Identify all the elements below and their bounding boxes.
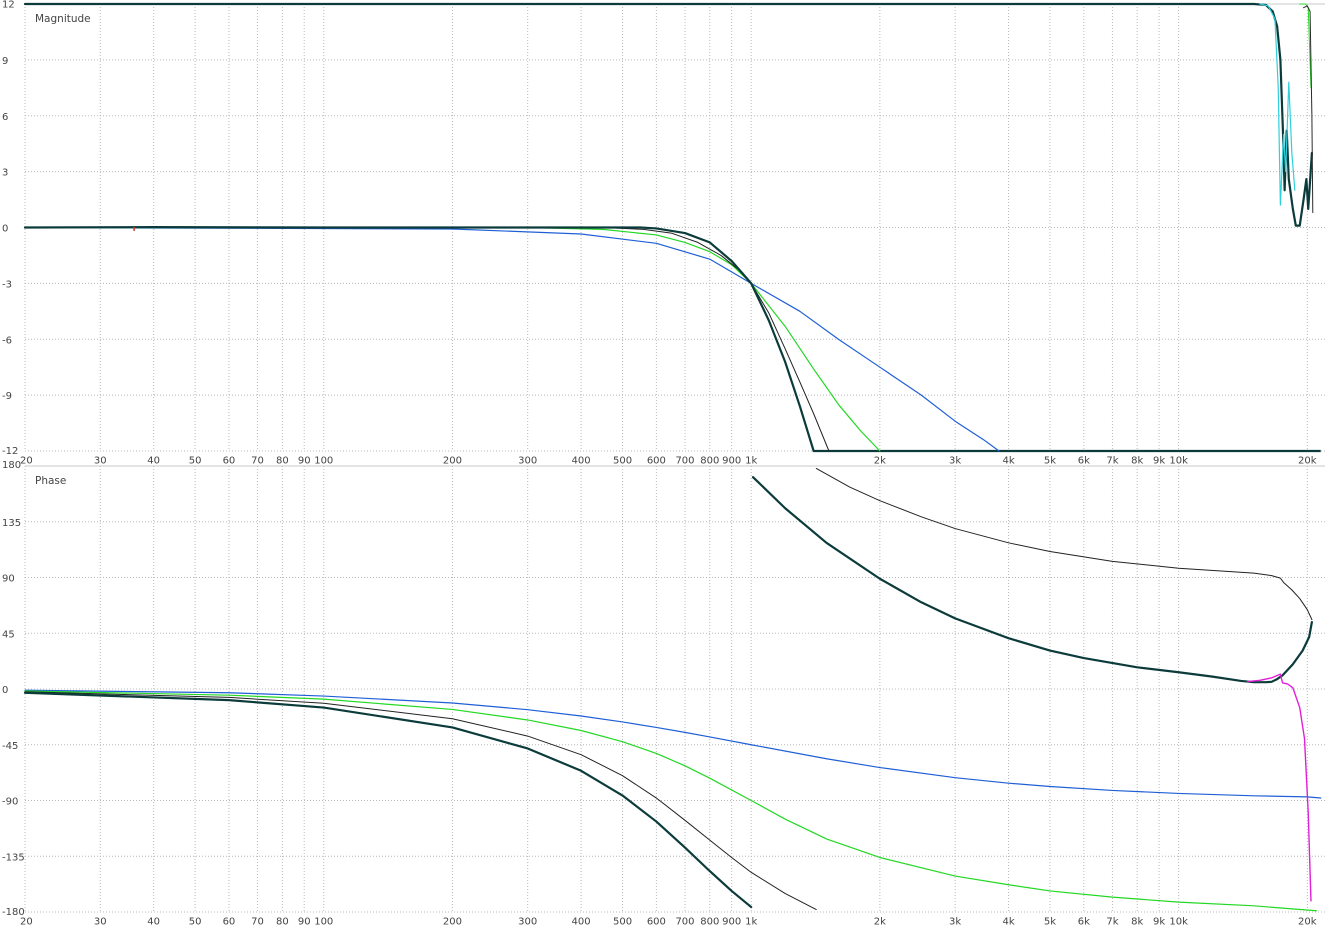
phase-x-tick-label: 20k <box>1298 917 1317 928</box>
magnitude-x-tick-label: 7k <box>1106 456 1118 467</box>
phase-x-tick-label: 3k <box>949 917 961 928</box>
magnitude-x-tick-label: 3k <box>949 456 961 467</box>
phase-series-line-2 <box>24 690 1317 912</box>
phase-x-tick-label: 10k <box>1169 917 1188 928</box>
phase-x-tick-label: 400 <box>572 917 591 928</box>
magnitude-x-tick-label: 800 <box>700 456 719 467</box>
magnitude-x-tick-label: 300 <box>518 456 537 467</box>
magnitude-x-tick-label: 10k <box>1169 456 1188 467</box>
phase-y-tick-label: 90 <box>2 574 15 585</box>
phase-x-tick-label: 4k <box>1002 917 1014 928</box>
phase-y-tick-label: -90 <box>2 797 18 808</box>
magnitude-x-tick-label: 1k <box>745 456 757 467</box>
magnitude-x-tick-label: 30 <box>94 456 107 467</box>
phase-y-tick-label: 180 <box>2 460 21 471</box>
magnitude-y-tick-label: -9 <box>2 391 12 402</box>
phase-x-tick-label: 500 <box>613 917 632 928</box>
magnitude-panel: 20 30 40 50 60 70 80 90 100 200 300 400 500 600 700 800… <box>2 0 1325 467</box>
phase-y-tick-label: 135 <box>2 518 21 529</box>
magnitude-x-tick-label: 500 <box>613 456 632 467</box>
magnitude-x-tick-label: 20k <box>1298 456 1317 467</box>
phase-series-line-7 <box>1246 673 1312 902</box>
phase-x-tick-label: 600 <box>647 917 666 928</box>
magnitude-series-line-2 <box>24 226 881 452</box>
phase-x-tick-label: 50 <box>189 917 202 928</box>
magnitude-y-tick-label: -12 <box>2 446 18 457</box>
phase-series-line-6 <box>751 476 1313 684</box>
phase-y-tick-label: 0 <box>2 685 8 696</box>
magnitude-series-line-6 <box>1259 3 1296 206</box>
phase-title: Phase <box>35 475 66 487</box>
phase-x-tick-label: 8k <box>1131 917 1143 928</box>
magnitude-x-tick-label: 100 <box>314 456 333 467</box>
phase-x-tick-label: 30 <box>94 917 107 928</box>
phase-x-tick-label: 7k <box>1106 917 1118 928</box>
magnitude-x-tick-label: 900 <box>722 456 741 467</box>
phase-panel: 20 30 40 50 60 70 80 90 100 200 300 400 500 600 700 800… <box>2 460 1325 928</box>
magnitude-x-tick-label: 20 <box>20 456 33 467</box>
phase-y-tick-label: -45 <box>2 741 18 752</box>
magnitude-x-tick-label: 9k <box>1153 456 1165 467</box>
phase-x-tick-label: 200 <box>443 917 462 928</box>
magnitude-series-line-4 <box>23 226 815 453</box>
phase-x-tick-label: 20 <box>20 917 33 928</box>
phase-x-tick-label: 300 <box>518 917 537 928</box>
magnitude-x-tick-label: 8k <box>1131 456 1143 467</box>
magnitude-y-tick-label: -6 <box>2 335 12 346</box>
phase-x-tick-label: 40 <box>147 917 160 928</box>
phase-y-tick-label: -180 <box>2 907 25 918</box>
magnitude-series-line-8 <box>1303 5 1314 214</box>
magnitude-title: Magnitude <box>35 13 91 25</box>
magnitude-y-tick-label: 0 <box>2 224 8 235</box>
phase-x-tick-label: 70 <box>251 917 264 928</box>
phase-series-line-4 <box>23 691 753 909</box>
phase-x-tick-label: 6k <box>1078 917 1090 928</box>
magnitude-x-tick-label: 400 <box>572 456 591 467</box>
magnitude-x-tick-label: 40 <box>147 456 160 467</box>
magnitude-x-tick-label: 50 <box>189 456 202 467</box>
magnitude-y-tick-label: -3 <box>2 279 12 290</box>
magnitude-x-tick-label: 600 <box>647 456 666 467</box>
magnitude-x-tick-label: 700 <box>675 456 694 467</box>
magnitude-x-tick-label: 80 <box>276 456 289 467</box>
magnitude-x-tick-label: 90 <box>298 456 311 467</box>
magnitude-y-tick-label: 6 <box>2 112 8 123</box>
magnitude-x-tick-label: 2k <box>874 456 886 467</box>
phase-x-tick-label: 9k <box>1153 917 1165 928</box>
magnitude-y-tick-label: 9 <box>2 56 8 67</box>
magnitude-x-tick-label: 60 <box>223 456 236 467</box>
magnitude-series-line-1 <box>24 226 1000 452</box>
magnitude-x-tick-label: 70 <box>251 456 264 467</box>
phase-y-tick-label: -135 <box>2 852 25 863</box>
phase-series-line-5 <box>815 467 1313 621</box>
phase-x-tick-label: 100 <box>314 917 333 928</box>
phase-x-tick-label: 5k <box>1044 917 1056 928</box>
phase-x-tick-label: 800 <box>700 917 719 928</box>
phase-series-line-3 <box>24 691 817 911</box>
phase-x-tick-label: 2k <box>874 917 886 928</box>
magnitude-series-line-7 <box>1299 3 1312 89</box>
magnitude-series-line-5 <box>23 2 1313 227</box>
magnitude-x-tick-label: 4k <box>1002 456 1014 467</box>
magnitude-y-tick-label: 12 <box>2 0 15 11</box>
phase-x-tick-label: 90 <box>298 917 311 928</box>
phase-x-tick-label: 1k <box>745 917 757 928</box>
phase-x-tick-label: 700 <box>675 917 694 928</box>
magnitude-x-tick-label: 6k <box>1078 456 1090 467</box>
phase-series-line-1 <box>24 689 1322 799</box>
phase-x-tick-label: 60 <box>223 917 236 928</box>
magnitude-y-tick-label: 3 <box>2 168 8 179</box>
magnitude-x-tick-label: 5k <box>1044 456 1056 467</box>
phase-y-tick-label: 45 <box>2 629 15 640</box>
magnitude-x-tick-label: 200 <box>443 456 462 467</box>
phase-x-tick-label: 80 <box>276 917 289 928</box>
phase-x-tick-label: 900 <box>722 917 741 928</box>
